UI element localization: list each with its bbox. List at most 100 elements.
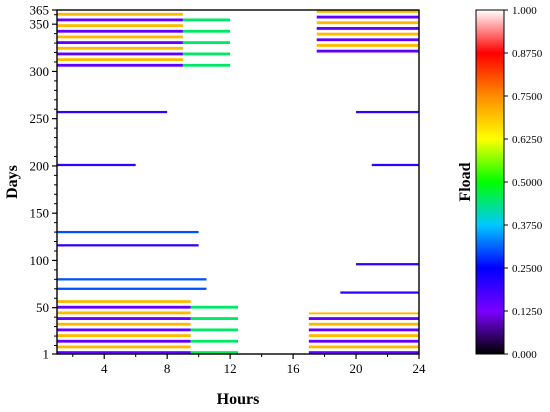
heatmap-band [190,345,238,349]
heatmap-row-streak [356,263,419,266]
heatmap-band [316,38,419,42]
heatmap-row-streak [57,110,168,114]
x-tick-label: 16 [287,361,301,376]
heatmap-band [57,12,183,16]
x-axis: 4 8 12 16 20 24 [72,354,427,376]
heatmap-band [57,63,183,67]
heatmap-band [308,339,419,343]
heatmap-band [57,18,183,22]
plot-frame [56,9,420,355]
heatmap-band [182,58,231,62]
heatmap-band [57,46,183,50]
heatmap-band [57,328,191,332]
y-tick-label: 350 [30,17,50,32]
heatmap-band [182,46,231,50]
colorbar-tick-label: 0.5000 [512,177,543,189]
heatmap-row-streak [57,230,199,234]
heatmap-row-streak [57,244,199,247]
heatmap-band [57,351,191,354]
heatmap-band [316,27,419,30]
heatmap-band [182,63,231,67]
heatmap-band [190,351,238,354]
colorbar-tick-label: 0.7500 [512,91,543,103]
heatmap-band [182,52,231,56]
heatmap-band [57,311,191,315]
heatmap-band [190,328,238,332]
heatmap-band [57,58,183,62]
x-tick-label: 20 [350,361,363,376]
colorbar-tick-label: 0.1250 [512,306,543,318]
y-tick-label: 300 [30,64,50,79]
heatmap-row-streak [57,163,136,167]
y-tick-label: 50 [36,300,49,315]
colorbar-tick-label: 0.8750 [512,48,543,60]
heatmap-band [308,312,419,315]
colorbar-tick-label: 0.6250 [512,134,543,146]
heatmap-background [57,10,419,354]
x-tick-label: 4 [101,361,108,376]
y-tick-label: 150 [30,206,50,221]
colorbar-ticks: 0.000 0.1250 0.2500 0.3750 0.5000 0.6250 0.750… [504,5,543,361]
x-tick-label: 12 [224,361,237,376]
heatmap-band [57,29,183,33]
heatmap-band [57,345,191,349]
heatmap-band [57,334,191,337]
heatmap-plot-area [57,10,419,354]
y-axis-title: Days [4,165,21,199]
colorbar-tick-label: 0.3750 [512,220,543,232]
heatmap-band [182,18,231,22]
heatmap-band [316,32,419,36]
heatmap-band [182,41,231,45]
y-tick-label: 100 [30,253,50,268]
heatmap-band [190,339,238,343]
heatmap-band [182,12,231,16]
colorbar-tick-label: 0.2500 [512,263,543,275]
colorbar: 0.000 0.1250 0.2500 0.3750 0.5000 0.6250 0.750… [457,5,543,361]
heatmap-band [57,305,191,309]
heatmap-band [182,29,231,33]
x-tick-label: 8 [164,361,171,376]
heatmap-band [190,300,238,303]
heatmap-band [57,41,183,45]
heatmap-band [190,317,238,320]
heatmap-band [316,44,419,47]
heatmap-band [308,334,419,337]
heatmap-row-streak [57,287,207,290]
heatmap-band [190,334,238,337]
heatmap-band [308,351,419,354]
heatmap-band [57,317,191,320]
heatmap-band [316,49,419,53]
heatmap-band [57,339,191,343]
heatmap-row-streak [371,163,419,167]
heatmap-band [57,24,183,28]
heatmap-row-streak [356,110,419,114]
heatmap-band [182,24,231,28]
y-tick-label: 200 [30,158,50,173]
heatmap-band [190,311,238,315]
x-tick-label: 24 [413,361,427,376]
heatmap-band [57,322,191,326]
x-axis-title: Hours [217,391,260,408]
colorbar-gradient [475,9,505,355]
y-tick-label: 365 [30,3,50,18]
colorbar-title: Fload [457,162,474,201]
heatmap-band [57,52,183,56]
colorbar-tick-label: 0.000 [512,349,537,361]
y-tick-label: 250 [30,111,50,126]
heatmap-row-streak [340,291,419,294]
heatmap-band [57,300,191,303]
heatmap-band [308,328,419,332]
heatmap-row-streak [57,278,207,281]
heatmap-band [316,15,419,19]
heatmap-band [190,322,238,326]
y-tick-label: 1 [43,347,50,362]
heatmap-band [316,21,419,25]
heatmap-band [308,345,419,349]
heatmap-band [57,35,183,39]
heatmap-band [308,322,419,326]
heatmap-band [316,10,419,13]
heatmap-band [308,317,419,320]
colorbar-tick-label: 1.000 [512,5,537,17]
